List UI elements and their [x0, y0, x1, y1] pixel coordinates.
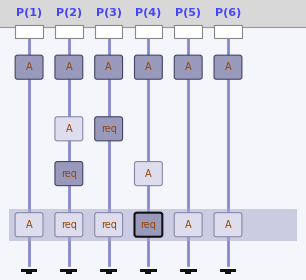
Bar: [9, 209, 297, 241]
FancyBboxPatch shape: [135, 162, 162, 186]
Text: req: req: [101, 124, 117, 134]
Text: A: A: [145, 169, 152, 179]
Text: A: A: [65, 62, 72, 72]
Text: A: A: [225, 62, 231, 72]
Text: P(1): P(1): [16, 8, 42, 18]
Text: req: req: [140, 220, 156, 230]
Bar: [26, 271, 32, 274]
Bar: [106, 271, 112, 274]
Text: A: A: [145, 62, 152, 72]
Text: P(6): P(6): [215, 8, 241, 18]
Bar: [55, 25, 83, 38]
Text: req: req: [61, 169, 77, 179]
FancyBboxPatch shape: [95, 213, 122, 237]
FancyBboxPatch shape: [95, 55, 122, 79]
Text: req: req: [101, 220, 117, 230]
Text: A: A: [105, 62, 112, 72]
Text: A: A: [185, 62, 192, 72]
Text: P(5): P(5): [175, 8, 201, 18]
Bar: [214, 25, 242, 38]
FancyBboxPatch shape: [15, 213, 43, 237]
FancyBboxPatch shape: [135, 55, 162, 79]
Bar: [225, 271, 231, 274]
Bar: [185, 271, 191, 274]
FancyBboxPatch shape: [214, 55, 242, 79]
FancyBboxPatch shape: [55, 117, 83, 141]
FancyBboxPatch shape: [135, 213, 162, 237]
Bar: [66, 271, 72, 274]
FancyBboxPatch shape: [174, 213, 202, 237]
Bar: [174, 25, 202, 38]
Bar: [220, 269, 237, 272]
FancyBboxPatch shape: [55, 55, 83, 79]
Text: req: req: [61, 220, 77, 230]
Text: P(4): P(4): [135, 8, 162, 18]
Bar: [100, 269, 117, 272]
Bar: [180, 269, 197, 272]
Text: A: A: [185, 220, 192, 230]
Bar: [21, 269, 37, 272]
Text: P(3): P(3): [96, 8, 121, 18]
Bar: [145, 271, 151, 274]
Text: A: A: [225, 220, 231, 230]
Text: A: A: [26, 62, 32, 72]
FancyBboxPatch shape: [214, 213, 242, 237]
Text: A: A: [26, 220, 32, 230]
Bar: [95, 25, 122, 38]
FancyBboxPatch shape: [95, 117, 122, 141]
FancyBboxPatch shape: [55, 213, 83, 237]
FancyBboxPatch shape: [174, 55, 202, 79]
FancyBboxPatch shape: [55, 162, 83, 186]
Bar: [15, 25, 43, 38]
Text: A: A: [65, 124, 72, 134]
Bar: [61, 269, 77, 272]
Bar: [135, 25, 162, 38]
Bar: [140, 269, 157, 272]
FancyBboxPatch shape: [15, 55, 43, 79]
Text: P(2): P(2): [56, 8, 82, 18]
Bar: [0, 0, 306, 27]
